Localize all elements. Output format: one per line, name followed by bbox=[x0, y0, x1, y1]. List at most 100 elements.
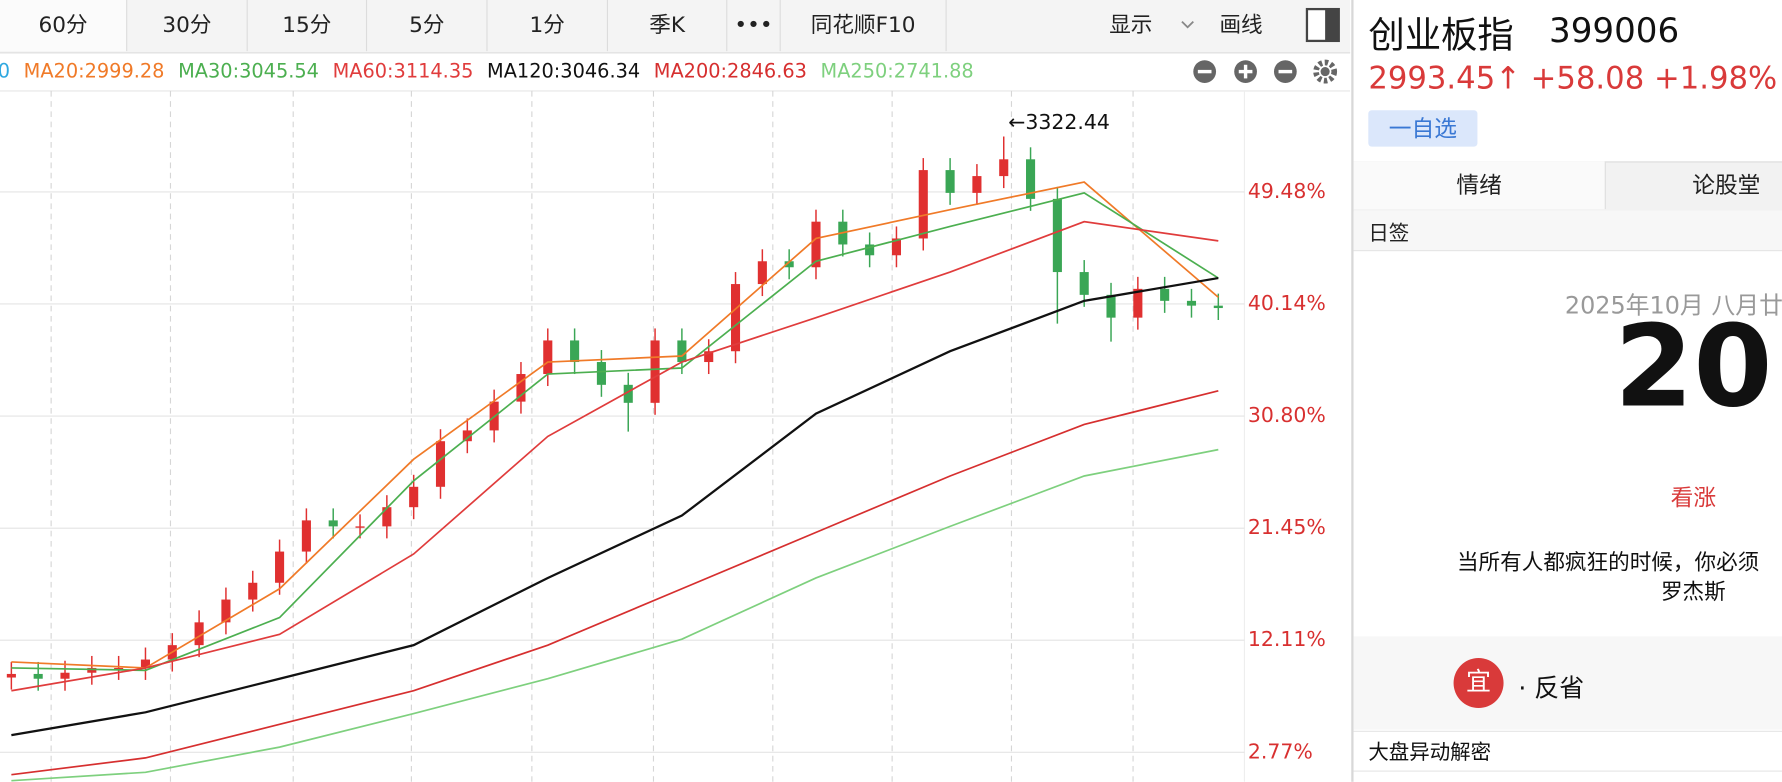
candle-body bbox=[301, 520, 311, 552]
candle-body bbox=[650, 340, 660, 403]
kline-chart: 49.48% 40.14% 30.80% 21.45% 12.11% 2.77% 0 MA20… bbox=[0, 59, 1351, 782]
candle-body bbox=[1106, 294, 1116, 318]
news-bar bbox=[1353, 730, 1782, 772]
display-menu[interactable]: 显示 bbox=[1109, 12, 1153, 38]
candle-body bbox=[355, 526, 365, 528]
candle-body bbox=[1026, 159, 1036, 199]
y-tick-label: 49.48% bbox=[1248, 179, 1326, 203]
y-tick-label: 30.80% bbox=[1248, 403, 1326, 427]
candle-body bbox=[462, 430, 472, 442]
candle-body bbox=[999, 159, 1009, 177]
candle-body bbox=[784, 261, 794, 268]
ma-line bbox=[11, 191, 1219, 672]
candle-body bbox=[328, 520, 338, 527]
settings-icon[interactable] bbox=[1313, 59, 1338, 84]
candle-body bbox=[409, 486, 419, 508]
candle-body bbox=[1133, 288, 1143, 318]
ma-line bbox=[11, 181, 1219, 669]
legend-entry: MA200:2846.63 bbox=[654, 59, 807, 82]
watchlist-button[interactable]: 一自选 bbox=[1368, 110, 1478, 147]
legend-fragment: 0 bbox=[0, 59, 10, 82]
candle-body bbox=[6, 673, 16, 678]
tab-sentiment[interactable]: 情绪 bbox=[1353, 161, 1606, 210]
ma-line bbox=[11, 448, 1219, 782]
candle-body bbox=[543, 340, 553, 375]
draw-button[interactable]: 画线 bbox=[1219, 12, 1263, 38]
candle-body bbox=[757, 261, 767, 285]
layout-toggle[interactable] bbox=[1305, 7, 1341, 43]
advice-badge: 宜 bbox=[1453, 658, 1504, 709]
ma-legend: 0 MA20:2999.28 MA30:3045.54 MA60:3114.35 MA1… bbox=[0, 59, 974, 82]
candle-body bbox=[1213, 305, 1223, 309]
y-tick-label: 12.11% bbox=[1248, 627, 1326, 651]
ma-line bbox=[11, 220, 1219, 692]
candle-body bbox=[704, 351, 714, 363]
period-tab[interactable]: 30分 bbox=[127, 0, 248, 52]
candle-body bbox=[1052, 198, 1062, 273]
candle-body bbox=[194, 622, 204, 646]
y-tick-label: 2.77% bbox=[1248, 739, 1313, 763]
chart-panel: 49.48% 40.14% 30.80% 21.45% 12.11% 2.77% 0 MA20… bbox=[0, 52, 1351, 782]
period-tab[interactable]: 1分 bbox=[488, 0, 609, 52]
legend-entry: MA60:3114.35 bbox=[333, 59, 474, 82]
tab-forum[interactable]: 论股堂 bbox=[1692, 171, 1761, 199]
period-tab[interactable]: 5分 bbox=[367, 0, 488, 52]
card-quote: 当所有人都疯狂的时候，你必须 bbox=[1456, 550, 1760, 576]
index-code: 399006 bbox=[1549, 11, 1680, 52]
candle-body bbox=[972, 176, 982, 193]
section-title: 日签 bbox=[1368, 221, 1410, 246]
period-tab[interactable]: 60分 bbox=[0, 0, 128, 52]
quote-panel: 创业板指 399006 2993.45↑ +58.08 +1.98% 一自选 情… bbox=[1351, 0, 1782, 782]
news-title[interactable]: 大盘异动解密 bbox=[1368, 740, 1492, 765]
card-day: 20 bbox=[1614, 300, 1773, 433]
candle-body bbox=[918, 170, 928, 239]
candle-body bbox=[221, 599, 231, 623]
period-tab[interactable]: 15分 bbox=[248, 0, 368, 52]
ma-line bbox=[11, 276, 1219, 737]
candle-body bbox=[140, 659, 151, 668]
candle-body bbox=[811, 221, 821, 268]
candle-body bbox=[1160, 288, 1170, 301]
candle-body bbox=[114, 667, 124, 670]
plot bbox=[6, 136, 1223, 782]
legend-entry: MA120:3046.34 bbox=[487, 59, 640, 82]
advice-text: · 反省 bbox=[1518, 675, 1585, 704]
candle-body bbox=[596, 362, 606, 385]
period-tab[interactable]: ••• bbox=[727, 0, 781, 52]
advice-bar bbox=[1353, 636, 1782, 730]
candle-body bbox=[865, 244, 875, 256]
legend-entry: MA30:3045.54 bbox=[178, 59, 319, 82]
price-quote: 2993.45↑ +58.08 +1.98% bbox=[1368, 61, 1778, 97]
max-annotation: ←3322.44 bbox=[1008, 110, 1110, 134]
section-bar bbox=[1353, 210, 1782, 252]
card-mood: 看涨 bbox=[1670, 484, 1717, 512]
candle-body bbox=[60, 672, 70, 679]
toolbar: 60分 30分 15分 5分 1分 季K ••• 同花顺F10 显示 画线 bbox=[0, 0, 1351, 54]
legend-entry: MA250:2741.88 bbox=[821, 59, 974, 82]
candle-body bbox=[87, 667, 97, 673]
candle-body bbox=[677, 340, 687, 363]
candle-body bbox=[1079, 272, 1089, 295]
candle-body bbox=[33, 673, 43, 679]
candle-body bbox=[516, 374, 526, 402]
y-tick-label: 40.14% bbox=[1248, 291, 1326, 315]
y-tick-label: 21.45% bbox=[1248, 515, 1326, 539]
ma-line bbox=[11, 389, 1219, 776]
candle-body bbox=[1186, 300, 1197, 306]
candle-body bbox=[248, 582, 258, 600]
candle-body bbox=[730, 284, 741, 352]
period-tab[interactable]: 同花顺F10 bbox=[781, 0, 947, 52]
period-tab[interactable]: 季K bbox=[608, 0, 728, 52]
candle-body bbox=[623, 384, 633, 403]
candle-body bbox=[945, 170, 955, 193]
card-author: 罗杰斯 bbox=[1660, 579, 1726, 605]
chevron-icon bbox=[1181, 20, 1194, 29]
candle-body bbox=[382, 507, 392, 527]
candle-body bbox=[570, 340, 580, 363]
candle-body bbox=[891, 238, 902, 256]
index-name: 创业板指 bbox=[1368, 13, 1514, 57]
chart-tools bbox=[1193, 59, 1338, 84]
legend-entry: MA20:2999.28 bbox=[24, 59, 165, 82]
candle-body bbox=[435, 441, 446, 487]
